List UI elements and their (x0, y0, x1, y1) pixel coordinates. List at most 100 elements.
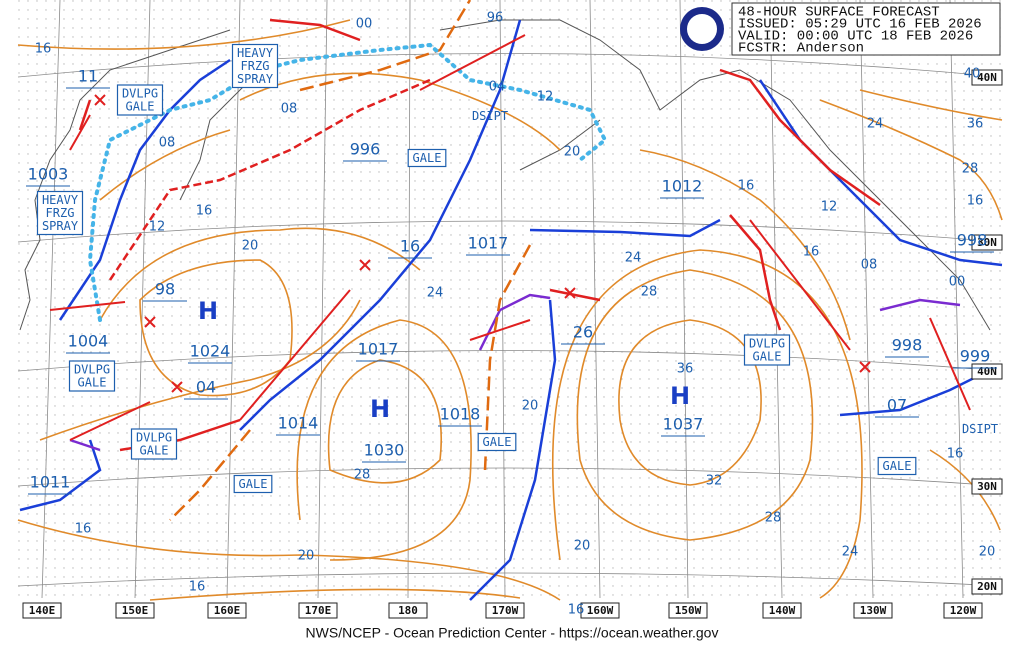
isobar-label: 16 (947, 447, 964, 462)
lon-label-box (853, 602, 893, 619)
isobar-label: 16 (568, 603, 585, 618)
header-box (731, 2, 1001, 56)
isobar-label: 96 (487, 11, 504, 26)
lat-label-box (971, 478, 1003, 495)
isobar-label: 32 (706, 474, 723, 489)
lon-label-box (668, 602, 708, 619)
warning-text: DSIPT (962, 422, 998, 436)
lon-label: 120W (950, 604, 977, 617)
isobar-label: 08 (281, 102, 298, 117)
pressure-value: 998 (892, 336, 923, 355)
pressure-value: 16 (400, 237, 420, 256)
pressure-value: 11 (78, 67, 98, 86)
high-center: H (670, 382, 690, 410)
footer-credit: NWS/NCEP - Ocean Prediction Center - htt… (306, 625, 719, 641)
warning-text: DVLPG (749, 337, 785, 351)
lon-label: 170W (492, 604, 519, 617)
pressure-value: 1018 (440, 405, 481, 424)
isobars (17, 19, 1003, 601)
header-valid: VALID: 00:00 UTC 18 FEB 2026 (738, 29, 973, 45)
isobar-label: 16 (196, 204, 213, 219)
pressure-value: 996 (350, 140, 381, 159)
isobar-label: 20 (522, 399, 539, 414)
isobar-label: 12 (537, 90, 554, 105)
warning-text: GALE (239, 477, 268, 491)
isobar-label: 16 (967, 194, 984, 209)
lat-label: 40N (977, 365, 997, 378)
lon-label-box (388, 602, 428, 619)
pressure-value: 1030 (364, 441, 405, 460)
lon-label: 180 (398, 604, 418, 617)
lat-label-box (971, 234, 1003, 251)
warning-text: GALE (753, 350, 782, 364)
warning-box (477, 432, 517, 452)
warning-text: GALE (883, 459, 912, 473)
warning-text: GALE (483, 435, 512, 449)
isobar-label: 20 (574, 539, 591, 554)
header-forecaster: FCSTR: Anderson (738, 41, 864, 57)
warning-box (877, 456, 917, 476)
lon-label: 130W (860, 604, 887, 617)
warning-box (116, 84, 164, 116)
isobar-label: 12 (821, 200, 838, 215)
pressure-value: 999 (960, 347, 991, 366)
noaa-logo-inner (687, 14, 717, 44)
header-title: 48-HOUR SURFACE FORECAST (738, 5, 940, 21)
isobar-label: 36 (677, 362, 694, 377)
lon-label-box (207, 602, 247, 619)
warning-text: SPRAY (42, 219, 79, 233)
pressure-value: 1011 (30, 473, 71, 492)
isobar-label: 00 (949, 275, 966, 290)
lon-label: 150W (675, 604, 702, 617)
storm-tracks (49, 34, 971, 441)
isobar-label: 28 (962, 162, 979, 177)
warning-text: SPRAY (237, 72, 274, 86)
pressure-value: 1017 (358, 340, 399, 359)
header-issued: ISSUED: 05:29 UTC 16 FEB 2026 (738, 17, 982, 33)
warning-box (130, 428, 178, 460)
lon-label: 140E (29, 604, 56, 617)
lon-label-box (485, 602, 525, 619)
warning-box (231, 43, 279, 89)
isobar-label: 24 (842, 545, 859, 560)
lon-label: 160W (587, 604, 614, 617)
warning-text: GALE (413, 151, 442, 165)
isobar-label: 16 (189, 580, 206, 595)
fronts (19, 0, 1003, 601)
pressure-value: 98 (155, 280, 175, 299)
isobar-label: 08 (861, 258, 878, 273)
lon-label: 160E (214, 604, 241, 617)
isobar-label: 16 (35, 42, 52, 57)
pressure-value: 07 (887, 396, 907, 415)
pressure-value: 1017 (468, 234, 509, 253)
isobar-label: 36 (967, 117, 984, 132)
warning-box (36, 190, 84, 236)
lon-label: 170E (305, 604, 332, 617)
warning-box (233, 474, 273, 494)
isobar-label: 20 (298, 549, 315, 564)
lon-label-box (298, 602, 338, 619)
pressure-value: 998 (957, 231, 988, 250)
warning-text: DVLPG (122, 87, 158, 101)
isobar-label: 20 (564, 145, 581, 160)
warning-box (743, 334, 791, 366)
warning-text: DSIPT (472, 109, 508, 123)
warning-text: FRZG (46, 206, 75, 220)
lon-label-box (115, 602, 155, 619)
warning-text: FRZG (241, 59, 270, 73)
high-center: H (198, 297, 218, 325)
isobar-label: 28 (765, 511, 782, 526)
high-center: H (370, 395, 390, 423)
lon-label-box (943, 602, 983, 619)
pressure-value: 1003 (28, 165, 69, 184)
warning-box (68, 360, 116, 392)
isobar-label: 04 (489, 80, 506, 95)
pressure-value: 1024 (190, 342, 231, 361)
lon-label: 150E (122, 604, 149, 617)
isobar-label: 28 (641, 285, 658, 300)
warning-text: HEAVY (42, 193, 79, 207)
pressure-value: 1014 (278, 414, 319, 433)
lon-label-box (22, 602, 62, 619)
warning-text: GALE (126, 100, 155, 114)
